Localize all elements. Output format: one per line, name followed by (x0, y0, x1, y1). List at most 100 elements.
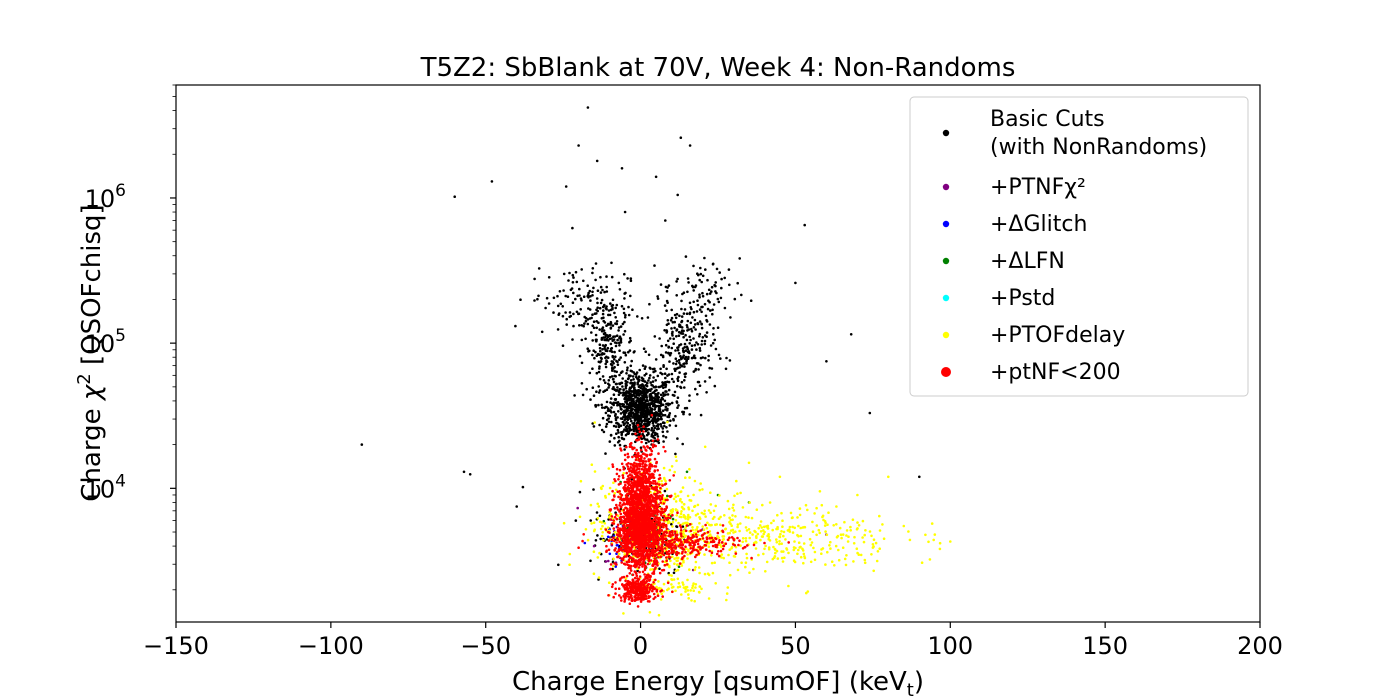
data-point (651, 572, 654, 575)
data-point (670, 465, 674, 468)
data-point (737, 543, 740, 547)
data-point (754, 547, 758, 550)
data-point (607, 467, 611, 470)
data-point (592, 488, 595, 491)
data-point (590, 331, 593, 334)
data-point (568, 315, 571, 319)
data-point (568, 563, 571, 566)
points-layer (360, 106, 952, 617)
data-point (623, 361, 627, 364)
data-point (711, 571, 715, 575)
data-point (698, 308, 702, 311)
data-point (730, 524, 733, 527)
data-point (660, 514, 663, 517)
data-point (642, 493, 645, 497)
data-point (859, 553, 863, 557)
data-point (648, 505, 651, 508)
data-point (643, 418, 647, 422)
data-point (614, 425, 618, 428)
data-point (686, 350, 690, 354)
data-point (676, 577, 680, 581)
data-point (536, 297, 539, 301)
data-point (565, 323, 568, 326)
data-point (607, 382, 610, 386)
data-point (731, 518, 734, 522)
data-point (741, 506, 745, 509)
data-point (636, 423, 640, 427)
data-point (647, 379, 650, 382)
data-point (658, 521, 662, 524)
data-point (640, 376, 644, 380)
data-point (639, 496, 643, 500)
data-point (755, 508, 759, 512)
data-point (763, 530, 766, 534)
data-point (815, 533, 818, 537)
data-point (666, 319, 670, 322)
data-point (717, 353, 721, 357)
data-point (802, 561, 805, 565)
data-point (598, 520, 602, 524)
data-point (635, 394, 638, 397)
data-point (630, 419, 633, 423)
data-point (637, 475, 641, 478)
data-point (696, 530, 700, 533)
data-point (616, 526, 619, 529)
data-point (660, 523, 663, 526)
data-point (636, 382, 639, 386)
data-point (623, 526, 627, 530)
data-point (642, 527, 645, 530)
data-point (631, 308, 634, 312)
data-point (624, 395, 628, 399)
data-point (623, 292, 626, 295)
data-point (604, 411, 608, 415)
data-point (617, 483, 621, 486)
data-point (614, 565, 617, 568)
data-point (611, 489, 614, 493)
data-point (643, 568, 647, 572)
data-point (748, 571, 751, 574)
data-point (857, 524, 861, 527)
data-point (578, 324, 581, 327)
data-point (696, 322, 700, 326)
data-point (660, 479, 663, 483)
data-point (713, 384, 717, 388)
data-point (616, 544, 619, 547)
data-point (820, 548, 823, 551)
data-point (688, 342, 691, 345)
data-point (671, 533, 674, 537)
data-point (643, 367, 647, 371)
data-point (660, 417, 663, 421)
data-point (632, 525, 636, 528)
data-point (640, 384, 644, 388)
data-point (736, 525, 739, 529)
data-point (644, 401, 647, 404)
data-point (595, 390, 598, 394)
data-point (605, 359, 608, 362)
data-point (598, 377, 602, 381)
data-point (521, 485, 525, 489)
data-point (627, 350, 630, 354)
data-point (617, 435, 620, 439)
data-point (609, 326, 613, 330)
data-point (645, 384, 649, 388)
data-point (583, 315, 586, 319)
data-point (625, 560, 629, 564)
data-point (874, 541, 878, 545)
data-point (701, 336, 705, 339)
data-point (651, 563, 655, 566)
data-point (601, 406, 604, 409)
data-point (721, 535, 724, 538)
data-point (575, 280, 579, 284)
data-point (707, 359, 710, 362)
data-point (646, 507, 650, 511)
data-point (676, 193, 679, 197)
data-point (732, 509, 736, 512)
data-point (598, 306, 602, 310)
data-point (782, 550, 785, 553)
data-point (627, 558, 631, 562)
data-point (619, 516, 622, 519)
data-point (674, 495, 678, 499)
data-point (646, 562, 650, 566)
data-point (661, 430, 665, 434)
data-point (632, 378, 635, 381)
